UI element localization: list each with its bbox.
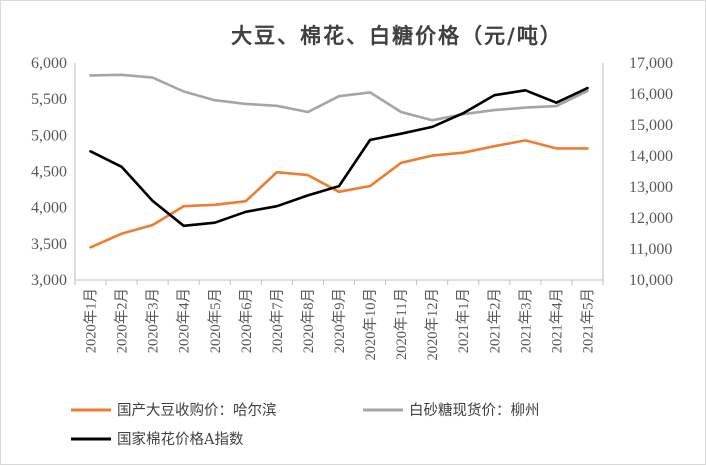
legend-label-2: 国家棉花价格A指数 — [117, 431, 244, 448]
x-tick-label: 2020年4月 — [176, 288, 193, 353]
series-line-0 — [89, 139, 589, 249]
series-line-1 — [89, 73, 589, 122]
x-tick-label: 2020年8月 — [300, 288, 317, 353]
left-tick-label: 5,000 — [31, 127, 67, 144]
left-tick-label: 5,500 — [31, 91, 67, 108]
x-tick-label: 2020年2月 — [114, 288, 131, 353]
left-tick-label: 4,500 — [31, 164, 67, 181]
x-tick-label: 2021年4月 — [548, 288, 565, 353]
chart-title: 大豆、棉花、白糖价格（元/吨） — [231, 23, 563, 48]
left-tick-label: 3,000 — [31, 272, 67, 289]
x-tick-label: 2020年12月 — [424, 288, 441, 361]
right-tick-label: 13,000 — [629, 179, 673, 196]
right-tick-label: 11,000 — [629, 241, 672, 258]
x-tick-label: 2020年6月 — [238, 288, 255, 353]
x-tick-label: 2020年1月 — [83, 288, 100, 353]
right-tick-label: 16,000 — [629, 86, 673, 103]
left-tick-label: 4,000 — [31, 200, 67, 217]
right-tick-label: 10,000 — [629, 272, 673, 289]
x-tick-label: 2020年10月 — [362, 288, 379, 361]
series-layer — [89, 73, 589, 249]
right-tick-label: 12,000 — [629, 210, 673, 227]
x-tick-label: 2020年5月 — [207, 288, 224, 353]
x-tick-label: 2021年5月 — [579, 288, 596, 353]
x-tick-label: 2021年2月 — [486, 288, 503, 353]
right-tick-label: 17,000 — [629, 55, 673, 72]
left-tick-label: 6,000 — [31, 55, 67, 72]
legend-label-1: 白砂糖现货价：柳州 — [409, 402, 540, 419]
x-tick-label: 2021年1月 — [455, 288, 472, 353]
x-tick-label: 2020年9月 — [331, 288, 348, 353]
axes: 3,000 3,500 4,000 4,500 5,000 5,500 6,000 10,00… — [31, 55, 673, 361]
x-tick-label: 2020年11月 — [393, 288, 410, 360]
x-tick-label: 2021年3月 — [517, 288, 534, 353]
x-tick-label: 2020年7月 — [269, 288, 286, 353]
legend-label-0: 国产大豆收购价：哈尔滨 — [117, 402, 277, 419]
series-line-2 — [89, 86, 589, 228]
right-tick-label: 14,000 — [629, 148, 673, 165]
right-tick-label: 15,000 — [629, 117, 673, 134]
x-tick-label: 2020年3月 — [145, 288, 162, 353]
left-tick-label: 3,500 — [31, 236, 67, 253]
